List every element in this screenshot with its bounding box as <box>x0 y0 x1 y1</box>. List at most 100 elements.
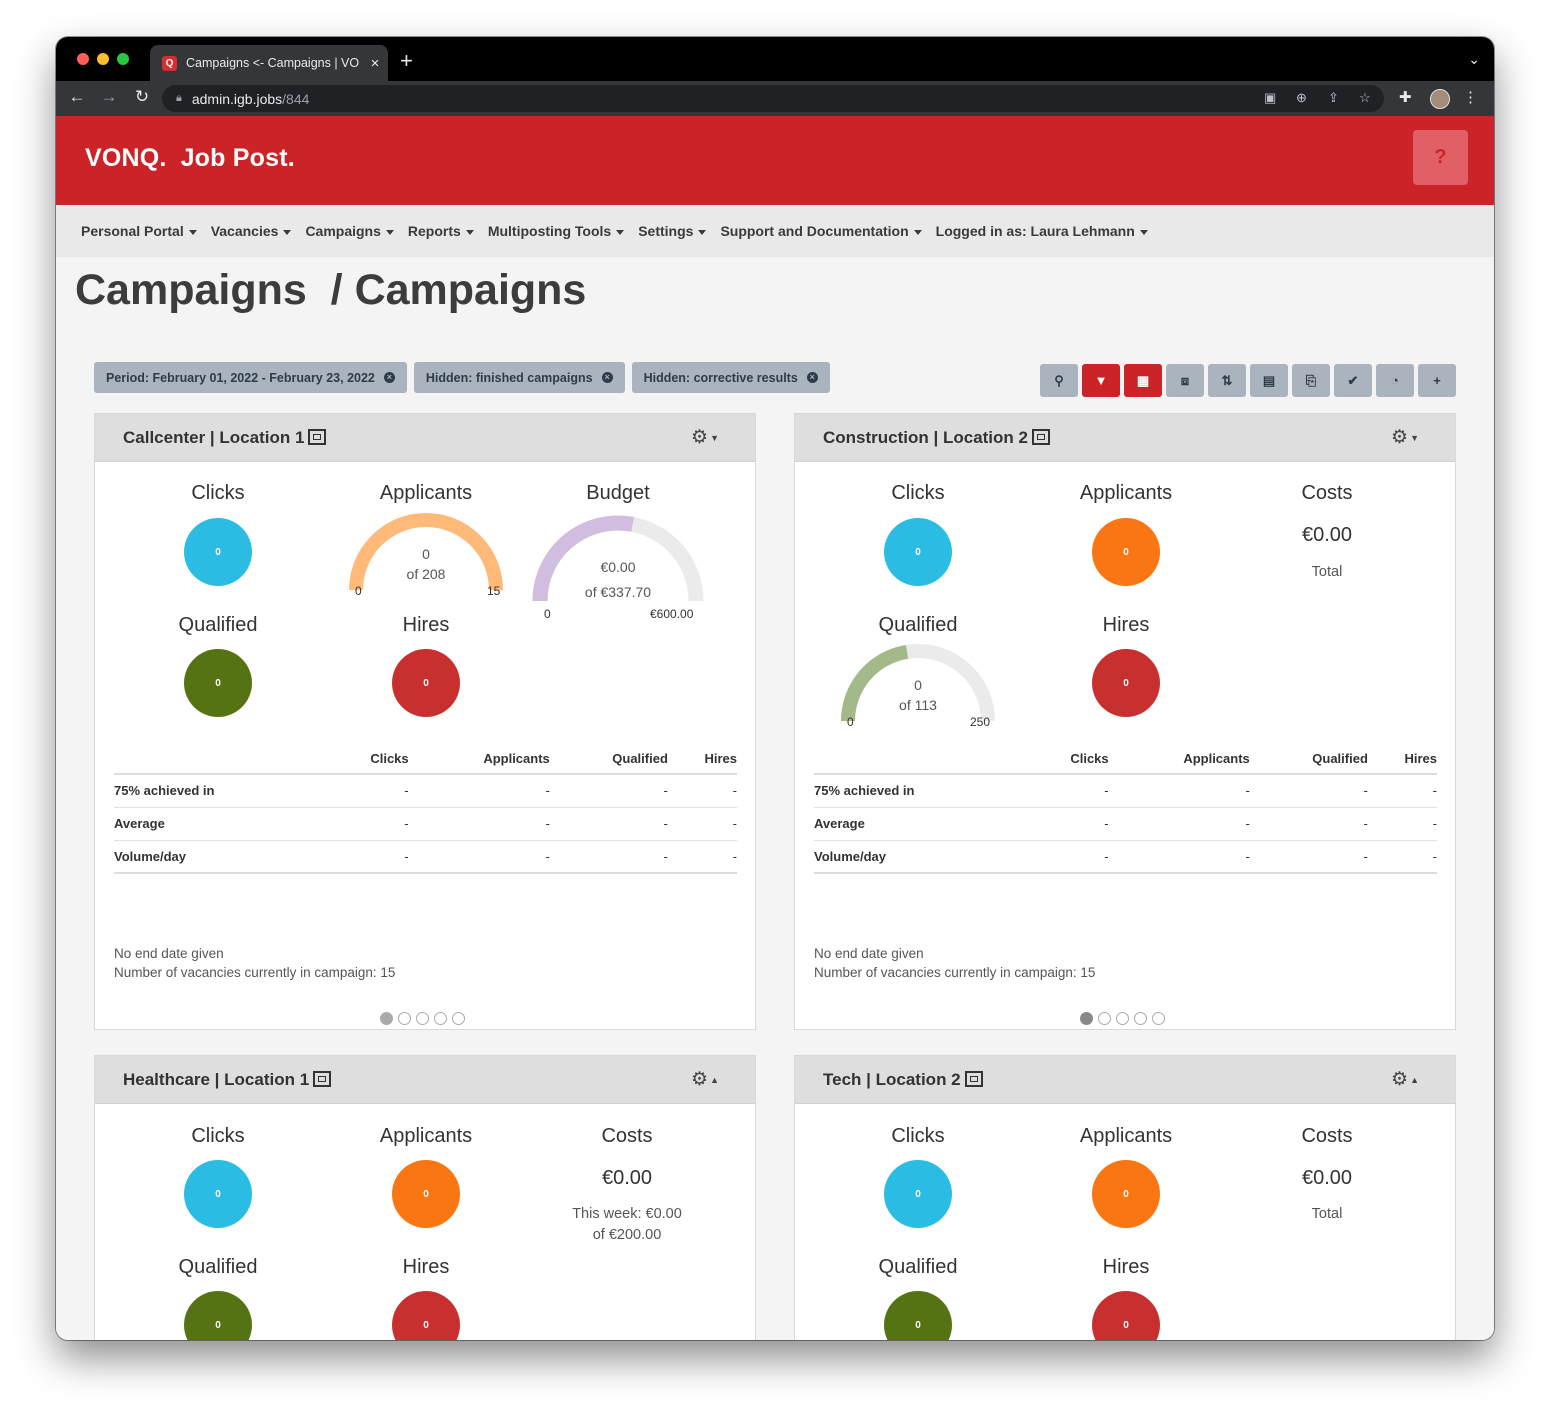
browser-menu-icon[interactable]: ⋮ <box>1463 89 1478 106</box>
carousel-dot[interactable] <box>1134 1012 1147 1025</box>
sort-button[interactable]: ⇅ <box>1208 364 1246 397</box>
check-button[interactable]: ✔ <box>1334 364 1372 397</box>
tab-title: Campaigns <- Campaigns | VO <box>186 56 360 70</box>
app-header: VONQ. Job Post. ? <box>56 116 1494 205</box>
nav-vacancies[interactable]: Vacancies <box>211 223 292 239</box>
frame-button[interactable]: ⧈ <box>1166 364 1204 397</box>
carousel-dot[interactable] <box>434 1012 447 1025</box>
clicks-label: Clicks <box>191 1125 245 1147</box>
frame-icon: ⧈ <box>1180 372 1190 388</box>
frame-icon[interactable] <box>964 1071 983 1087</box>
caret-down-icon <box>465 229 474 235</box>
translate-icon[interactable]: ▣ <box>1264 90 1277 105</box>
filter-chip-finished[interactable]: Hidden: finished campaigns × <box>413 362 625 393</box>
card-title[interactable]: Tech | Location 2 <box>823 1070 983 1090</box>
table-header: Clicks <box>327 744 409 775</box>
carousel-dot[interactable] <box>380 1012 393 1025</box>
table-header-row: Clicks Applicants Qualified Hires <box>114 744 737 775</box>
remove-filter-icon[interactable]: × <box>601 372 613 383</box>
table-header: Applicants <box>1108 744 1250 775</box>
carousel-dot[interactable] <box>1080 1012 1093 1025</box>
applicants-gauge <box>349 513 503 591</box>
carousel-dot[interactable] <box>1098 1012 1111 1025</box>
calendar-icon: ▦ <box>1136 372 1150 388</box>
close-tab-icon[interactable]: × <box>370 54 380 72</box>
applicants-label: Applicants <box>1079 1125 1173 1147</box>
add-campaign-button[interactable]: + <box>1418 364 1456 397</box>
frame-icon[interactable] <box>313 1071 332 1087</box>
applicants-label: Applicants <box>1079 482 1173 504</box>
nav-support[interactable]: Support and Documentation <box>720 223 922 239</box>
clicks-label: Clicks <box>191 482 245 504</box>
table-header: Clicks <box>1027 744 1109 775</box>
carousel-dot[interactable] <box>416 1012 429 1025</box>
share-icon[interactable]: ⇪ <box>1328 90 1339 105</box>
applicants-count-circle: 0 <box>392 1160 460 1228</box>
card-settings-gear-icon[interactable]: ⚙ ▲ <box>691 1069 719 1090</box>
card-settings-gear-icon[interactable]: ⚙ ▲ <box>1391 1069 1419 1090</box>
logo[interactable]: VONQ. Job Post. <box>85 144 295 173</box>
carousel-dot[interactable] <box>398 1012 411 1025</box>
new-tab-icon[interactable]: + <box>400 48 413 73</box>
costs-label: Costs <box>601 1125 653 1147</box>
back-icon[interactable]: ← <box>68 87 86 106</box>
browser-tab[interactable]: Q Campaigns <- Campaigns | VO × <box>150 45 388 81</box>
pie-chart-button[interactable]: ◔ <box>1376 364 1414 397</box>
table-header: Hires <box>667 744 737 775</box>
lock-icon: 🔒︎ <box>176 92 182 104</box>
nav-multiposting-tools[interactable]: Multiposting Tools <box>488 223 625 239</box>
main-nav: Personal Portal Vacancies Campaigns Repo… <box>56 205 1494 257</box>
remove-filter-icon[interactable]: × <box>383 372 395 383</box>
carousel-dots <box>1080 1012 1170 1025</box>
export-excel-button[interactable]: ⎘ <box>1292 364 1330 397</box>
nav-campaigns[interactable]: Campaigns <box>305 223 394 239</box>
carousel-dot[interactable] <box>452 1012 465 1025</box>
table-row: Average - - - - <box>114 807 737 841</box>
bookmark-star-icon[interactable]: ☆ <box>1359 90 1371 105</box>
costs-total-label: Total <box>1311 564 1343 580</box>
help-button[interactable]: ? <box>1413 130 1468 185</box>
hires-count-circle: 0 <box>1092 1291 1160 1340</box>
profile-avatar[interactable] <box>1430 89 1450 109</box>
carousel-dot[interactable] <box>1152 1012 1165 1025</box>
card-settings-gear-icon[interactable]: ⚙ ▼ <box>1391 427 1419 448</box>
favicon-icon: Q <box>162 55 177 71</box>
nav-reports[interactable]: Reports <box>408 223 474 239</box>
card-settings-gear-icon[interactable]: ⚙ ▼ <box>691 427 719 448</box>
applicants-label: Applicants <box>379 1125 473 1147</box>
carousel-dot[interactable] <box>1116 1012 1129 1025</box>
page: VONQ. Job Post. ? Personal Portal Vacanci… <box>56 116 1494 1340</box>
table-row: 75% achieved in - - - - <box>114 774 737 808</box>
table-view-button[interactable]: ▤ <box>1250 364 1288 397</box>
nav-user-menu[interactable]: Logged in as: Laura Lehmann <box>936 223 1148 239</box>
frame-icon[interactable] <box>1031 429 1050 445</box>
reload-icon[interactable]: ↻ <box>134 87 150 106</box>
search-button[interactable]: ⚲ <box>1040 364 1078 397</box>
card-title[interactable]: Construction | Location 2 <box>823 428 1050 448</box>
forward-icon[interactable]: → <box>100 87 118 106</box>
costs-sub: This week: €0.00 of €200.00 <box>527 1204 727 1246</box>
nav-personal-portal[interactable]: Personal Portal <box>81 223 197 239</box>
close-window-button[interactable] <box>77 53 89 65</box>
calendar-button[interactable]: ▦ <box>1124 364 1162 397</box>
filter-chip-period[interactable]: Period: February 01, 2022 - February 23,… <box>94 362 407 393</box>
tab-search-chevron-icon[interactable]: ⌄ <box>1468 51 1480 67</box>
maximize-window-button[interactable] <box>117 53 129 65</box>
card-title[interactable]: Callcenter | Location 1 <box>123 428 327 448</box>
nav-settings[interactable]: Settings <box>638 223 707 239</box>
remove-filter-icon[interactable]: × <box>806 372 818 383</box>
filter-chip-corrective[interactable]: Hidden: corrective results × <box>631 362 830 393</box>
extensions-icon[interactable]: ✚ <box>1399 89 1412 106</box>
zoom-icon[interactable]: ⊕ <box>1296 90 1307 105</box>
filter-button[interactable]: ▼ <box>1082 364 1120 397</box>
url-input[interactable]: 🔒︎ admin.igb.jobs/844 <box>162 85 1384 112</box>
frame-icon[interactable] <box>308 429 327 445</box>
costs-label: Costs <box>1301 482 1353 504</box>
campaign-toolbar: ⚲ ▼ ▦ ⧈ ⇅ ▤ ⎘ ✔ ◔ + <box>1036 364 1456 397</box>
card-title[interactable]: Healthcare | Location 1 <box>123 1070 332 1090</box>
campaign-card-callcenter: Callcenter | Location 1 ⚙ ▼ Clicks 0 Appl… <box>94 413 756 1030</box>
card-header: Tech | Location 2 ⚙ ▲ <box>795 1056 1455 1104</box>
hires-count-circle: 0 <box>1092 649 1160 717</box>
minimize-window-button[interactable] <box>97 53 109 65</box>
hires-label: Hires <box>402 614 450 636</box>
